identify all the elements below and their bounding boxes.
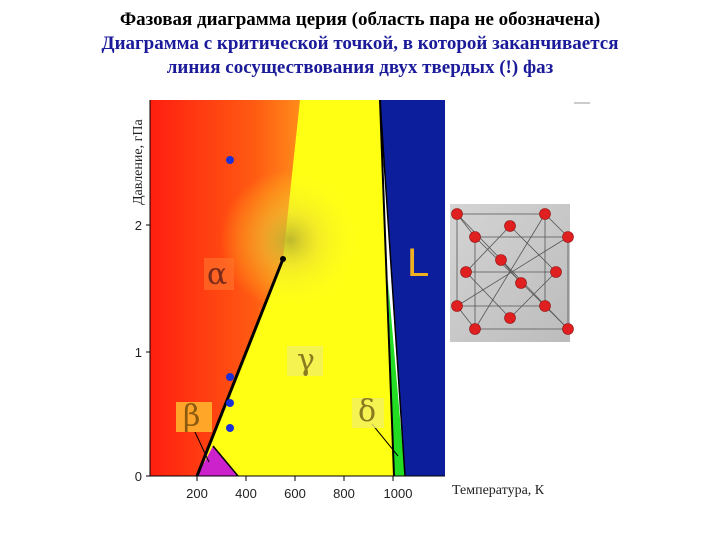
y-tick-label: 1 [135,345,142,360]
title-line-1: Фазовая диаграмма церия (область пара не… [119,9,601,30]
x-tick-label: 400 [235,486,257,501]
alpha-label: α [207,257,227,292]
beta-boundary [212,445,239,477]
liquid-label: L [407,241,429,285]
gamma-label: γ [297,343,315,378]
data-point [226,373,234,381]
delta-label-bg [352,398,384,428]
y-tick-label: 2 [135,218,142,233]
beta-leader-line [194,431,210,463]
x-tick-label: 800 [333,486,355,501]
delta-leader-line [371,423,399,457]
x-tick-label: 600 [284,486,306,501]
fcc-unit-cell-icon [450,204,574,342]
delta-label: δ [358,394,376,429]
data-point [226,156,234,164]
title-block: Фазовая диаграмма церия (область пара не… [0,8,720,80]
y-tick-label: 0 [135,469,142,484]
alpha-label-bg [204,258,234,290]
x-tick-label: 200 [186,486,208,501]
critical-point-glow [220,170,360,310]
beta-label-bg [176,402,212,432]
title-line-3: линия сосуществования двух твердых (!) ф… [166,57,554,78]
delta-region [388,280,405,476]
gamma-delta-boundary [379,99,395,477]
beta-label: β [183,399,200,434]
data-point [226,424,234,432]
y-axis-title: Давление, гПа [131,119,146,205]
beta-region [197,446,238,476]
x-tick-label: 1000 [384,486,413,501]
critical-point [280,256,286,262]
liquid-region [380,100,445,476]
alpha-gamma-boundary [195,258,285,477]
gamma-label-bg [287,346,323,376]
data-point [226,399,234,407]
delta-liquid-boundary [379,99,406,477]
title-line-2: Диаграмма с критической точкой, в которо… [101,33,619,54]
x-axis-title: Температура, К [452,483,545,498]
